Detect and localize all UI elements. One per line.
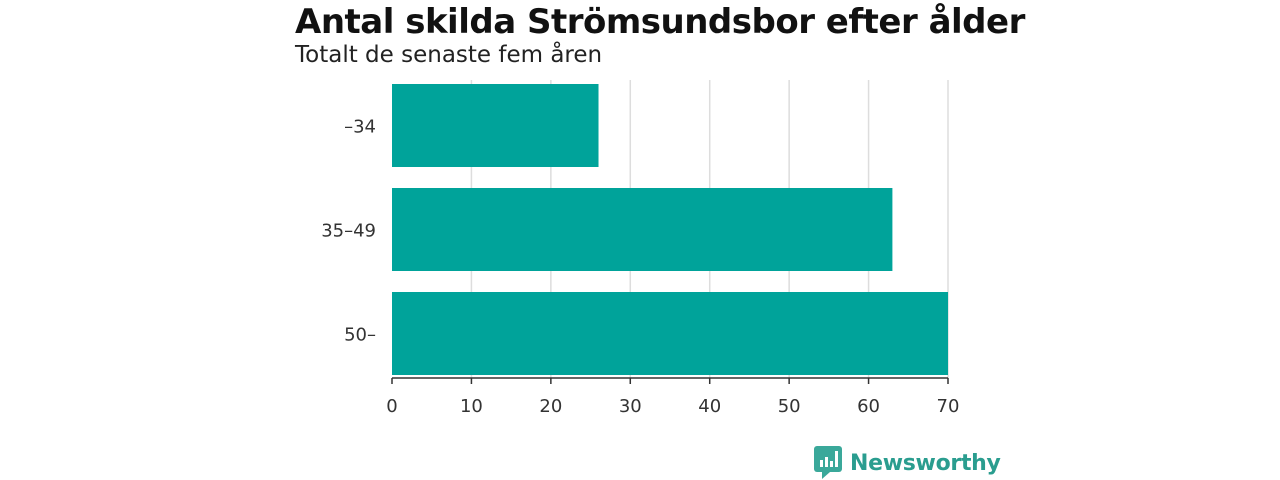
bar-chart-speech-bubble-icon (814, 446, 842, 479)
x-tick-label: 60 (857, 396, 880, 417)
x-tick-label: 50 (778, 396, 801, 417)
x-tick-label: 30 (619, 396, 642, 417)
x-tick-label: 70 (937, 396, 960, 417)
x-tick-label: 0 (386, 396, 397, 417)
category-labels: –34 35–49 50– (321, 117, 376, 346)
bars (392, 84, 948, 375)
brand-name: Newsworthy (850, 450, 1001, 476)
x-tick-label: 20 (539, 396, 562, 417)
category-label: 50– (344, 325, 376, 346)
category-label: –34 (344, 117, 376, 138)
category-label: 35–49 (321, 221, 376, 242)
bar (392, 84, 599, 167)
bar (392, 292, 948, 375)
newsworthy-logo: Newsworthy (814, 446, 1001, 480)
chart-title: Antal skilda Strömsundsbor efter ålder (295, 2, 1025, 42)
bar (392, 188, 893, 271)
x-tick-label: 40 (698, 396, 721, 417)
x-axis: 0 10 20 30 40 50 60 70 (386, 377, 960, 417)
x-tick-label: 10 (460, 396, 483, 417)
chart-subtitle: Totalt de senaste fem åren (295, 42, 603, 68)
